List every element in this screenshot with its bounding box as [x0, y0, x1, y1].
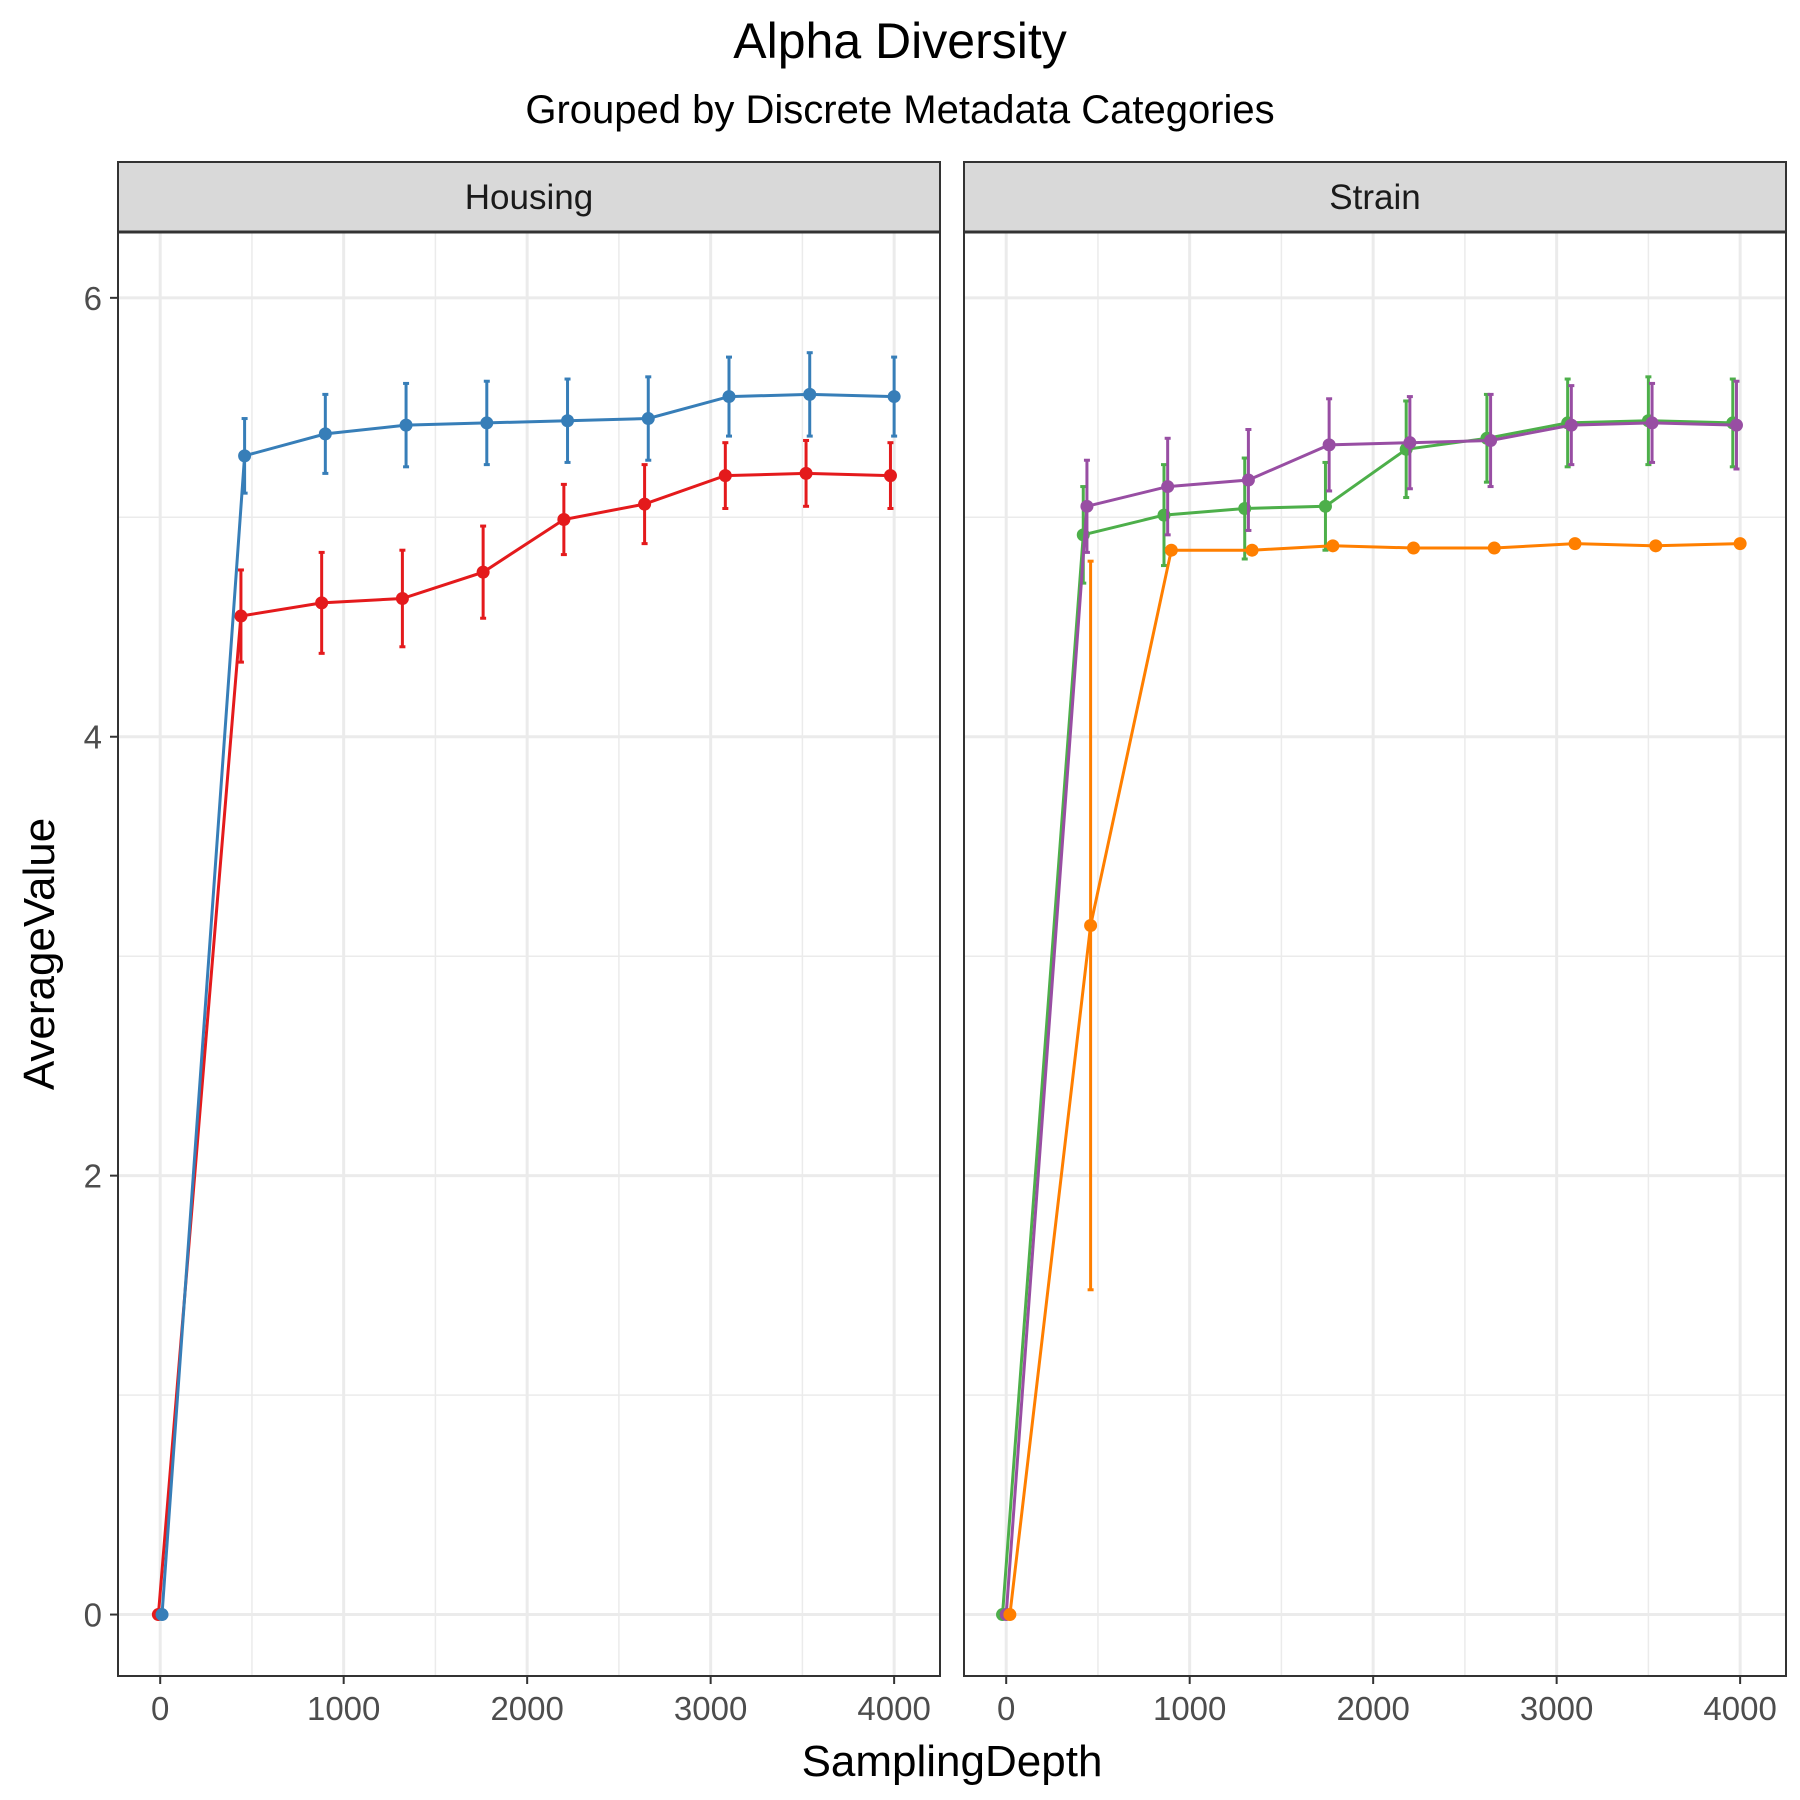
x-tick-label: 1000: [307, 1690, 380, 1727]
y-tick-label: 6: [84, 280, 102, 317]
data-point: [561, 414, 575, 428]
series-line: [1008, 542, 1741, 1615]
facet-strip: [963, 161, 1787, 233]
data-point: [1403, 436, 1417, 450]
data-point: [1645, 416, 1659, 430]
chart-title: Alpha Diversity: [733, 13, 1067, 69]
y-tick-label: 0: [84, 1597, 102, 1634]
data-point: [1003, 1608, 1017, 1622]
facet-strip: [117, 161, 941, 233]
data-point: [1326, 539, 1340, 553]
x-tick-label: 3000: [674, 1690, 747, 1727]
data-point: [238, 449, 252, 463]
x-tick-label: 4000: [857, 1690, 930, 1727]
series-e41a1c: [151, 438, 897, 1622]
data-point: [1164, 543, 1178, 557]
x-tick-label: 0: [997, 1690, 1015, 1727]
x-tick-label: 2000: [490, 1690, 563, 1727]
data-point: [1407, 541, 1421, 555]
x-tick-label: 3000: [1520, 1690, 1593, 1727]
x-tick-label: 0: [151, 1690, 169, 1727]
data-point: [234, 609, 248, 623]
facet-label: Housing: [465, 178, 593, 217]
series-line: [156, 471, 891, 1615]
series-984ea3: [999, 379, 1743, 1622]
data-point: [399, 418, 413, 432]
data-point: [1733, 537, 1747, 551]
data-point: [155, 1608, 169, 1622]
data-point: [1729, 418, 1743, 432]
chart-subtitle: Grouped by Discrete Metadata Categories: [525, 88, 1275, 132]
data-point: [1564, 418, 1578, 432]
x-tick-label: 2000: [1336, 1690, 1409, 1727]
data-point: [1484, 433, 1498, 447]
data-point: [887, 390, 901, 404]
panel-housing: Housing 0 1000 2000 3000 4000 0 2 4 6: [84, 161, 941, 1727]
facet-label: Strain: [1329, 178, 1420, 217]
data-point: [476, 565, 490, 579]
data-point: [1568, 537, 1582, 551]
y-axis-title: AverageValue: [15, 818, 64, 1090]
data-point: [315, 596, 329, 610]
series-line: [1001, 419, 1733, 1615]
data-point: [1245, 543, 1259, 557]
x-tick-label: 4000: [1703, 1690, 1776, 1727]
data-point: [1241, 473, 1255, 487]
data-point: [395, 591, 409, 605]
data-point: [480, 416, 494, 430]
series-line: [1004, 421, 1737, 1615]
data-point: [718, 469, 732, 483]
data-point: [557, 512, 571, 526]
data-point: [803, 387, 817, 401]
series-ff7f00: [1003, 537, 1747, 1622]
data-point: [1318, 499, 1332, 513]
data-point: [1161, 480, 1175, 494]
series-line: [160, 392, 895, 1615]
data-point: [318, 427, 332, 441]
data-point: [799, 466, 813, 480]
panel-background: [118, 232, 940, 1676]
data-point: [1080, 499, 1094, 513]
data-point: [1487, 541, 1501, 555]
data-point: [1322, 438, 1336, 452]
x-tick-label: 1000: [1153, 1690, 1226, 1727]
data-point: [1649, 539, 1663, 553]
panel-strain: Strain 0 1000 2000 3000 4000: [963, 161, 1787, 1727]
y-tick-label: 4: [84, 719, 102, 756]
x-axis-title: SamplingDepth: [802, 1737, 1103, 1786]
data-point: [641, 412, 655, 426]
data-point: [1084, 918, 1098, 932]
data-point: [883, 469, 897, 483]
data-point: [722, 390, 736, 404]
data-point: [638, 497, 652, 511]
y-tick-label: 2: [84, 1158, 102, 1195]
series-377eb8: [155, 351, 901, 1622]
